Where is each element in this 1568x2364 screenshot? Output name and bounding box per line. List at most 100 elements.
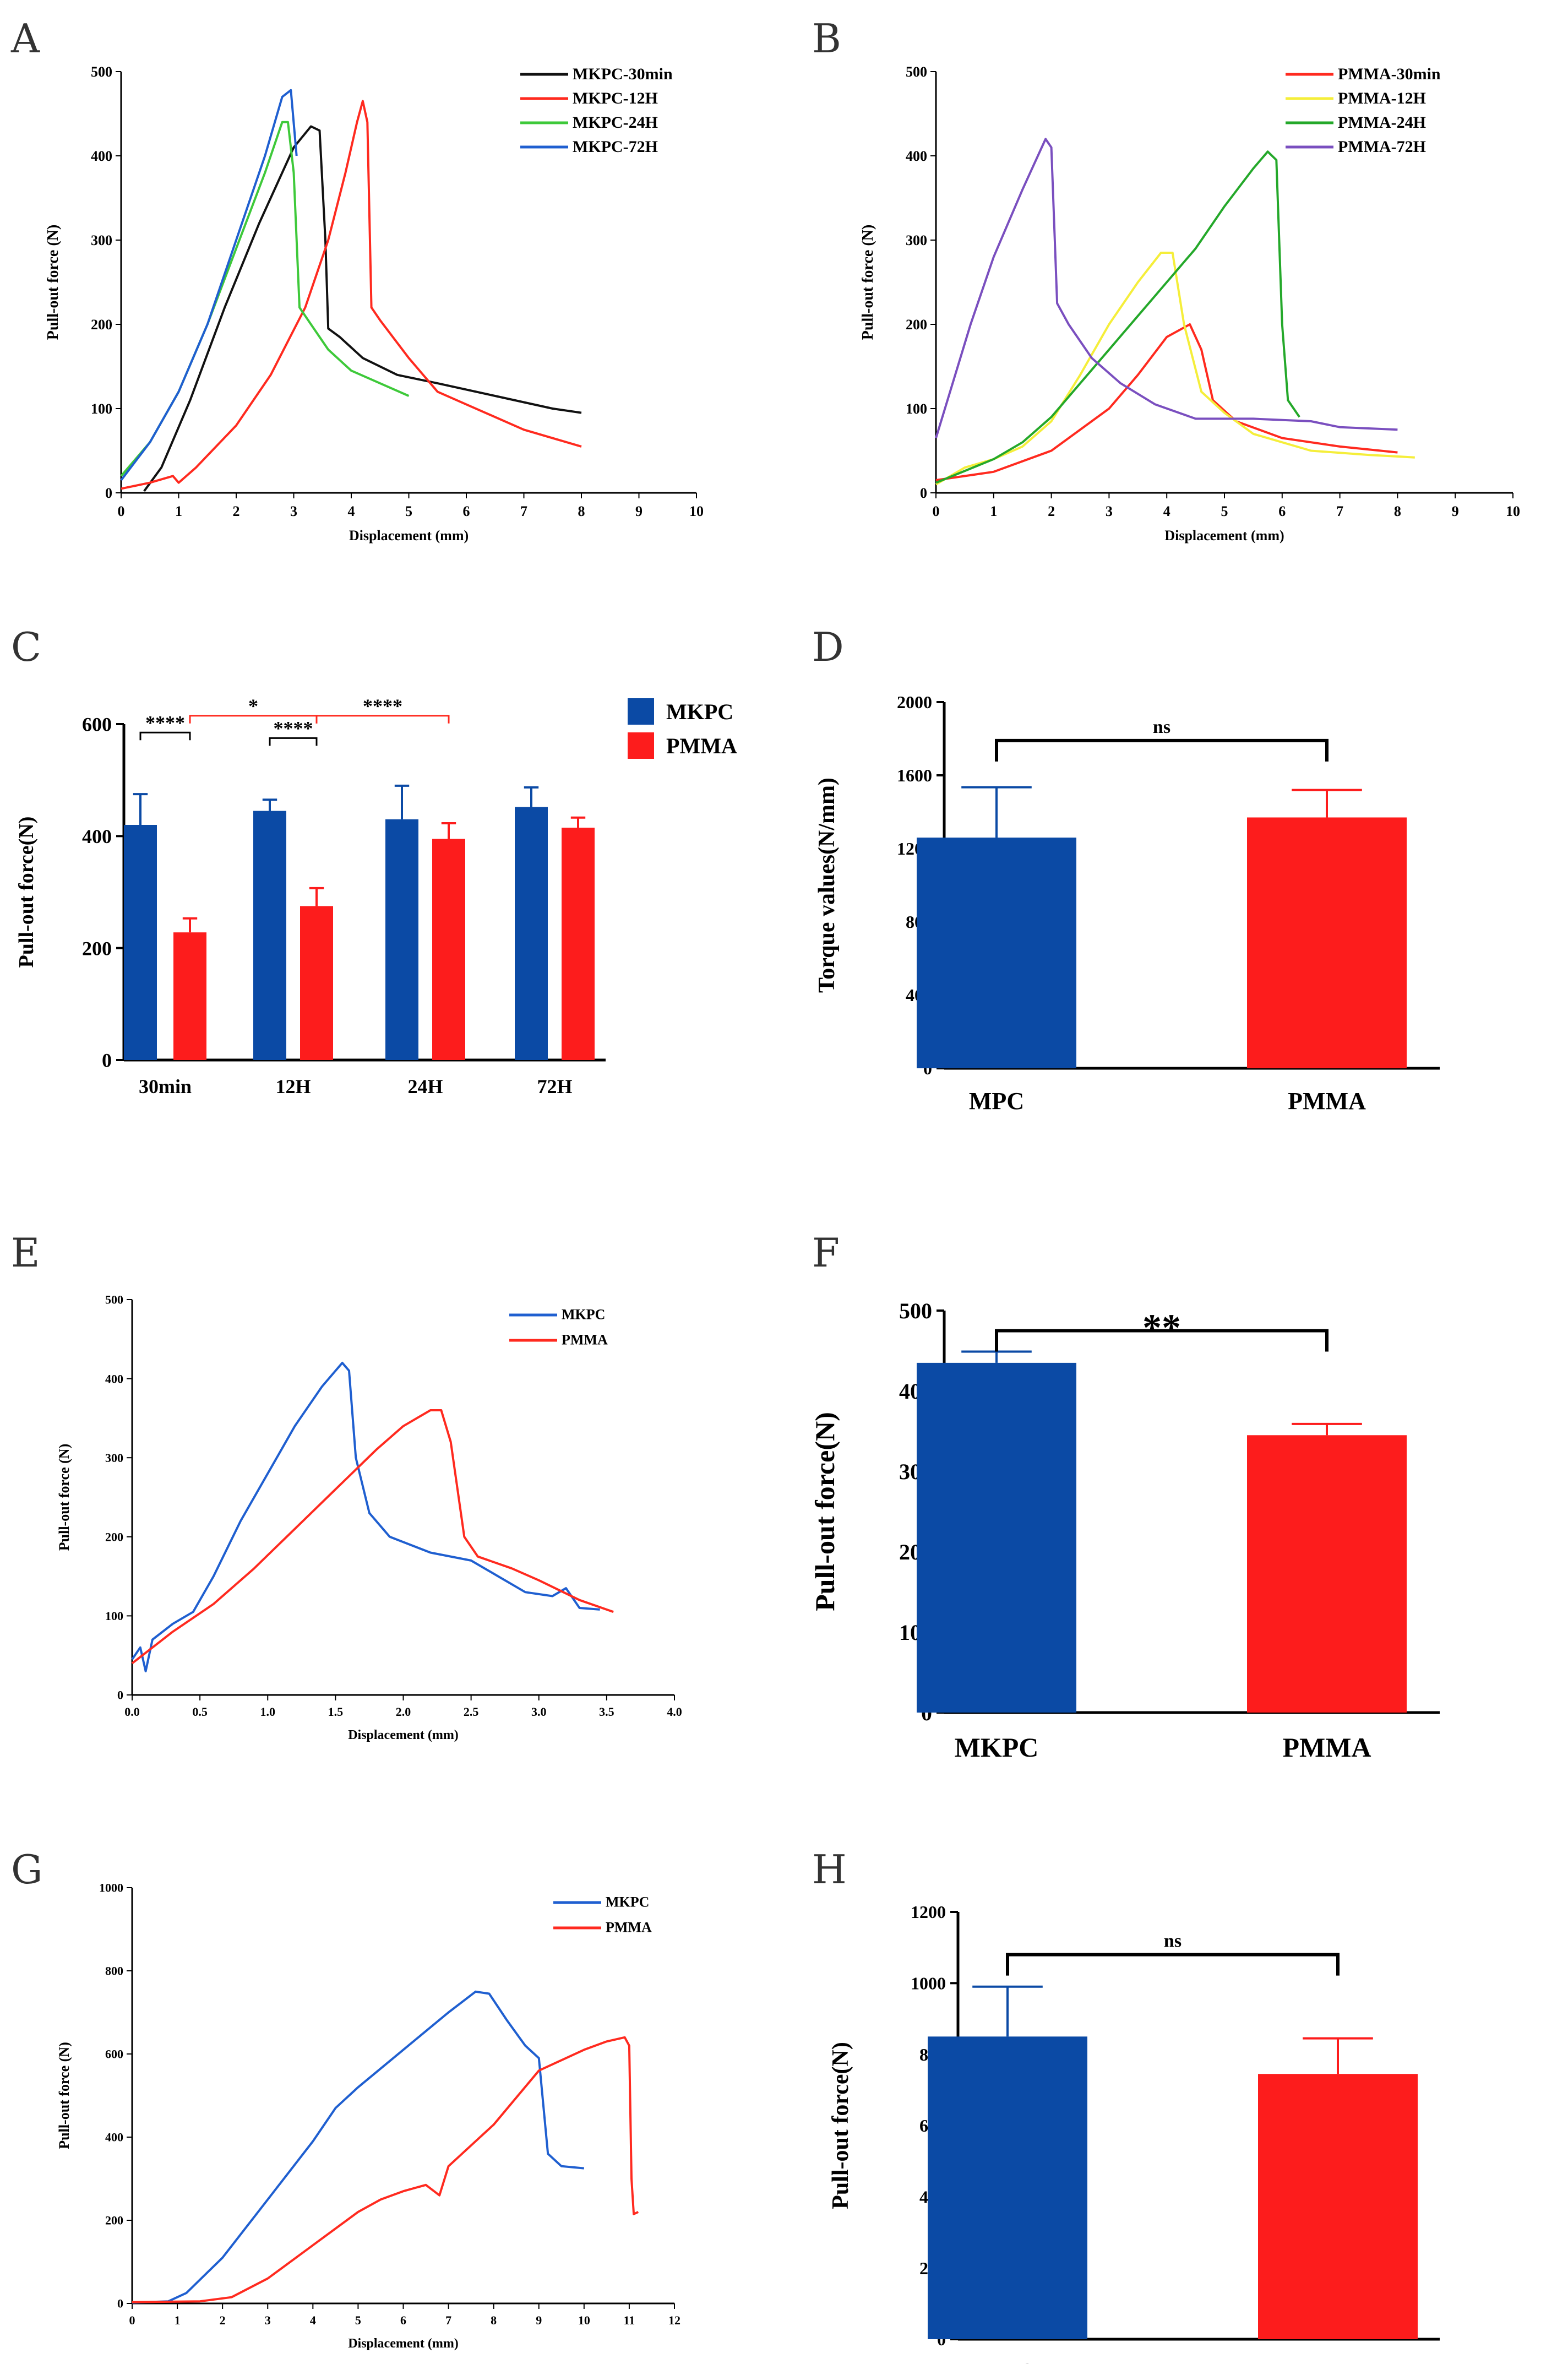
x-tick-label: 7 [1336,503,1343,519]
series-line-pmma [132,2036,639,2303]
panel-label-f: F [812,1230,840,1276]
x-category-label: 24H [407,1075,443,1097]
x-tick-label: 0.5 [192,1705,208,1719]
x-tick-label: 8 [578,503,585,519]
y-tick-label: 200 [105,1530,123,1544]
legend-label: MKPC-30min [573,65,673,83]
y-tick-label: 300 [906,232,927,248]
bar-pmma-24h [432,839,465,1060]
significance-bracket [315,715,450,724]
significance-bracket [1006,1953,1340,1976]
y-tick-label: 1600 [897,765,932,785]
bar-mkpc-72h [515,807,548,1060]
y-tick-label: 400 [91,148,112,164]
x-tick-label: 4 [310,2313,316,2327]
x-tick-label: 3 [265,2313,271,2327]
x-category-label: PMMA [1299,2358,1377,2364]
x-category-label: MPC [980,2358,1035,2364]
x-tick-label: 8 [1394,503,1401,519]
x-tick-label: 6 [463,503,470,519]
bar-pmma [1247,1435,1407,1713]
x-category-label: MKPC [955,1732,1039,1763]
chart-a: 0 1 2 3 4 5 6 7 8 9 100100200300400500Displacement… [45,64,704,544]
series-line-mkpc [132,1990,584,2304]
series-line-mkpc [131,1361,600,1672]
x-tick-label: 11 [624,2313,635,2327]
significance-bracket [995,1329,1329,1352]
panel-label-g: G [11,1846,43,1893]
legend-label: PMMA [606,1920,652,1936]
y-axis-title: Torque values(N/mm) [814,778,840,993]
y-tick-label: 600 [105,2047,123,2061]
x-category-label: PMMA [1282,1732,1371,1763]
bar-mpc [917,838,1076,1068]
series-line-mkpc-30min [143,125,582,492]
chart-h: 020040060080010001200Pull-out force(N)MP… [828,1902,1440,2364]
y-tick-label: 500 [899,1298,932,1323]
x-tick-label: 9 [536,2313,542,2327]
panel-label-b: B [812,15,841,62]
y-tick-label: 100 [906,401,927,417]
bar-mkpc-24h [385,819,418,1060]
legend-label: PMMA [562,1332,608,1348]
y-tick-label: 200 [91,317,112,333]
x-tick-label: 0 [129,2313,135,2327]
y-tick-label: 400 [906,148,927,164]
x-category-label: PMMA [1288,1088,1366,1115]
y-tick-label: 100 [105,1609,123,1623]
panel-label-a: A [10,15,40,62]
y-tick-label: 2000 [897,692,932,712]
x-category-label: 12H [275,1075,311,1097]
series-line-pmma-24h [935,150,1300,484]
x-tick-label: 4 [1163,503,1170,519]
x-tick-label: 1 [990,503,997,519]
series-line-pmma-12h [935,252,1415,486]
legend-label: PMMA-30min [1338,65,1441,83]
y-axis-title: Pull-out force (N) [859,225,876,340]
y-tick-label: 1200 [911,1902,946,1922]
x-tick-label: 9 [635,503,643,519]
chart-d: 0400800120016002000Torque values(N/mm)MP… [814,692,1440,1115]
chart-e: 0.0 0.5 1.0 1.5 2.0 2.5 3.0 3.5 4.0 0 100 200 300 400… [56,1293,682,1742]
significance-bracket [139,731,191,741]
y-tick-label: 0 [105,485,112,501]
y-axis-title: Pull-out force(N) [15,817,38,968]
x-category-label: 72H [537,1075,572,1097]
significance-label: ** [1142,1307,1181,1350]
y-tick-label: 1000 [911,1974,946,1993]
y-axis-title: Pull-out force (N) [45,225,62,340]
legend-label: PMMA-24H [1338,113,1426,132]
y-tick-label: 400 [82,825,112,847]
x-tick-label: 4.0 [667,1705,682,1719]
y-tick-label: 0 [117,2297,123,2311]
legend-label: MKPC [666,699,733,724]
series-line-mkpc-24h [120,121,410,477]
significance-label: ns [1164,1931,1182,1952]
x-tick-label: 10 [578,2313,590,2327]
x-tick-label: 2 [1048,503,1055,519]
x-tick-label: 2.5 [464,1705,479,1719]
legend-swatch [628,698,654,725]
x-tick-label: 3.0 [531,1705,547,1719]
series-line-pmma-30min [935,323,1398,481]
series-line-mkpc-72h [120,89,298,481]
legend-label: PMMA-12H [1338,89,1426,107]
x-tick-label: 1.0 [260,1705,276,1719]
significance-label: **** [274,717,313,739]
x-category-label: 30min [139,1075,192,1097]
bar-pmma [1258,2074,1418,2339]
x-tick-label: 0 [118,503,125,519]
legend-swatch [628,732,654,759]
x-tick-label: 8 [491,2313,497,2327]
legend-label: MKPC-24H [573,113,658,132]
legend-label: MKPC [606,1894,649,1910]
y-tick-label: 1000 [99,1881,123,1895]
legend-label: MKPC-12H [573,89,658,107]
legend-label: PMMA-72H [1338,138,1426,156]
y-tick-label: 300 [91,232,112,248]
y-tick-label: 600 [82,714,112,736]
y-tick-label: 100 [91,401,112,417]
x-axis-title: Displacement (mm) [349,528,469,544]
y-axis-title: Pull-out force(N) [809,1412,840,1611]
